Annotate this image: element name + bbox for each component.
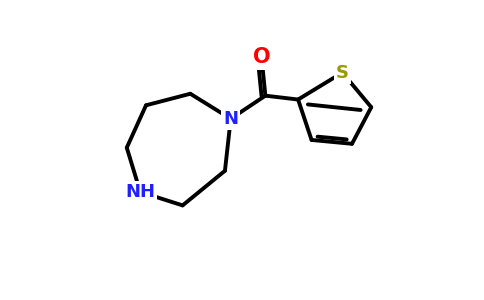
Text: O: O	[253, 47, 271, 67]
Text: N: N	[223, 110, 238, 128]
Text: S: S	[336, 64, 349, 82]
Text: NH: NH	[125, 183, 155, 201]
